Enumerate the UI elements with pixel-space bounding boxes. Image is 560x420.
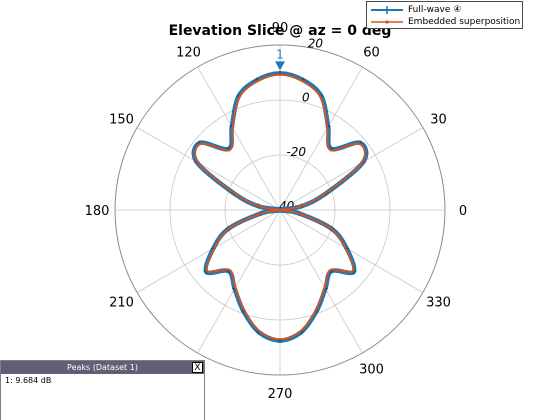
- angle-tick-180: 180: [85, 204, 110, 219]
- series-1-point: [228, 148, 231, 152]
- series-1-point: [258, 205, 261, 208]
- series-1-point: [323, 286, 326, 289]
- radial-tick-2: 0: [302, 91, 310, 105]
- series-1-point: [213, 246, 216, 250]
- series-1-point: [326, 126, 329, 130]
- series-1-point: [324, 192, 327, 195]
- grid-spoke-120: [197, 66, 281, 211]
- grid-spoke-60: [279, 66, 363, 211]
- legend-swatch-embedded: [371, 20, 403, 24]
- series-1: [194, 73, 366, 341]
- series-layer: [191, 70, 369, 344]
- series-1-point: [319, 96, 323, 99]
- series-1-point: [242, 308, 245, 311]
- angle-tick-330: 330: [426, 296, 451, 311]
- series-1-point: [315, 308, 318, 311]
- series-1-point: [206, 269, 209, 273]
- legend-label-full-wave: Full-wave ④: [408, 5, 462, 15]
- series-1-point: [233, 192, 236, 195]
- series-1-point: [231, 126, 234, 130]
- angle-tick-90: 90: [272, 21, 289, 36]
- angle-tick-270: 270: [268, 387, 293, 402]
- grid-spoke-240: [197, 209, 281, 354]
- series-1-point: [278, 338, 282, 341]
- peaks-panel-title: Peaks (Dataset 1): [67, 363, 138, 372]
- series-1-point: [301, 80, 304, 83]
- series-1-point: [261, 211, 264, 215]
- series-1-point: [196, 161, 200, 164]
- angle-tick-0: 0: [459, 204, 467, 219]
- grid-spoke-210: [136, 209, 281, 293]
- series-1-point: [257, 329, 260, 332]
- radial-tick-3: 20: [308, 37, 324, 51]
- series-1-point: [228, 227, 231, 230]
- series-1-point: [256, 80, 259, 83]
- grid-spoke-300: [279, 209, 363, 354]
- series-1-point: [237, 96, 241, 99]
- angle-tick-300: 300: [359, 362, 384, 377]
- series-1-point: [329, 148, 332, 152]
- legend-swatch-full-wave: [371, 6, 403, 14]
- angle-tick-30: 30: [430, 113, 447, 128]
- series-1-point: [344, 246, 347, 250]
- peaks-panel: Peaks (Dataset 1) X 1: 9.684 dB: [0, 360, 205, 420]
- series-1-point: [296, 211, 299, 215]
- series-1-point: [234, 286, 237, 289]
- peak-marker-icon: [275, 61, 285, 71]
- peaks-panel-titlebar: Peaks (Dataset 1) X: [1, 361, 204, 374]
- peaks-entry: 1: 9.684 dB: [5, 376, 52, 385]
- grid-spoke-150: [136, 127, 281, 211]
- series-1-point: [278, 208, 282, 212]
- series-1-point: [357, 142, 361, 145]
- angle-tick-120: 120: [176, 46, 201, 61]
- polar-grid: [114, 44, 446, 376]
- chart-title: Elevation Slice @ az = 0 deg: [168, 23, 392, 39]
- angle-tick-150: 150: [109, 113, 134, 128]
- peak-marker-label: 1: [276, 47, 284, 61]
- close-button[interactable]: X: [192, 362, 203, 373]
- series-1-point: [351, 269, 354, 273]
- angle-tick-210: 210: [109, 296, 134, 311]
- angle-tick-60: 60: [363, 46, 380, 61]
- series-1-point: [299, 205, 302, 208]
- grid-spoke-330: [279, 209, 424, 293]
- legend-item-embedded[interactable]: Embedded superposition: [370, 16, 520, 28]
- series-1-point: [329, 227, 332, 230]
- grid-spoke-30: [279, 127, 424, 211]
- radial-tick-1: -20: [286, 145, 306, 159]
- series-1-point: [360, 161, 364, 164]
- series-1-point: [228, 268, 231, 272]
- legend[interactable]: Full-wave ④ Embedded superposition: [366, 1, 523, 29]
- series-1-point: [300, 329, 303, 332]
- legend-label-embedded: Embedded superposition: [408, 17, 521, 27]
- series-1-point: [329, 268, 332, 272]
- series-1-point: [199, 142, 203, 145]
- legend-item-full-wave[interactable]: Full-wave ④: [370, 4, 461, 16]
- peak-marker-layer: 1: [275, 47, 285, 71]
- series-1-point: [278, 73, 282, 76]
